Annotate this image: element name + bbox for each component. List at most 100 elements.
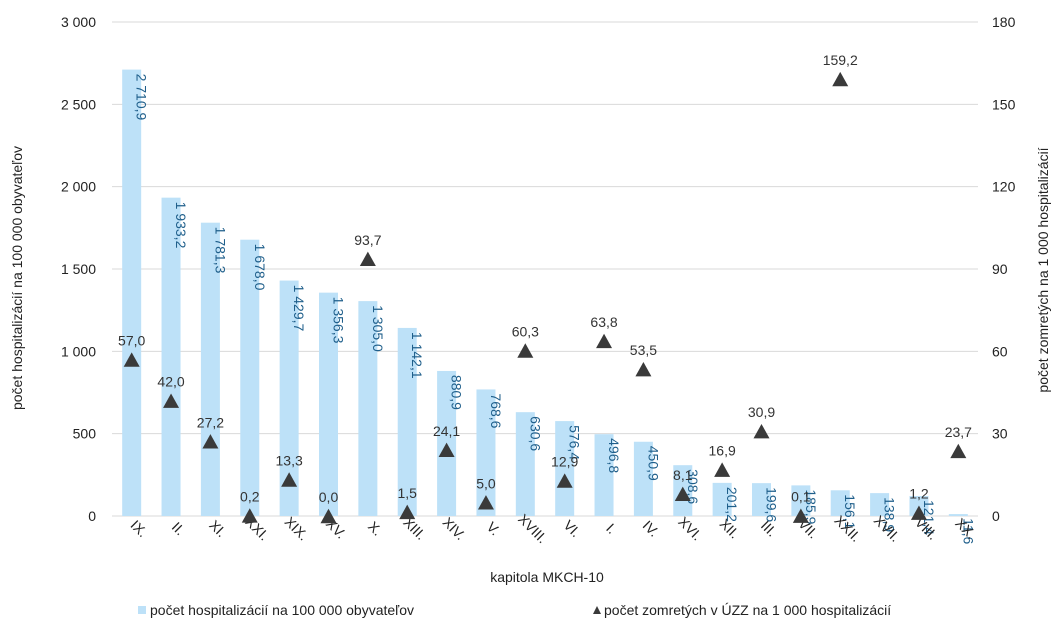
bar [240,239,260,516]
bar [319,292,338,516]
x-tick-label: VI. [561,517,584,540]
right-axis-ticks: 0 30 60 90 120 150 180 [992,14,1016,524]
legend-item-markers: počet zomretých v ÚZZ na 1 000 hospitali… [593,602,891,618]
marker-value-label: 42,0 [157,374,184,390]
marker-value-label: 0,1 [791,489,811,505]
marker-triangle [596,333,613,349]
y-tick-label: 2 000 [61,179,96,195]
marker-value-label: 60,3 [512,324,539,340]
x-tick-label: V. [484,519,504,539]
marker-triangle [674,486,691,501]
marker-series: 57,0 42,0 27,2 0,2 13,3 0,0 93,7 1,5 24,1 5,0 60,3… [118,52,972,524]
bar-value-label: 199,6 [764,487,780,522]
legend-label-bars: počet hospitalizácií na 100 000 obyvateľ… [150,602,415,618]
y-tick-label: 0 [88,508,96,524]
marker-triangle [320,508,337,524]
bar-value-label: 630,6 [527,416,543,451]
bar-value-label: 880,9 [449,375,465,410]
marker-value-label: 93,7 [354,232,381,248]
marker-value-label: 23,7 [945,424,972,440]
marker-triangle [359,251,376,267]
legend-label-markers: počet zomretých v ÚZZ na 1 000 hospitali… [604,602,892,618]
bar-value-label: 121,4 [921,500,937,535]
x-tick-label: XVII. [871,512,904,545]
bar-value-label: 1 781,3 [212,227,228,274]
bar-series: 2 710,9 1 933,2 1 781,3 1 678,0 1 429,7 1 356… [122,69,976,545]
marker-triangle [123,352,140,367]
bar [633,441,653,516]
legend-swatch-triangle [593,606,601,614]
marker-value-label: 24,1 [433,423,460,439]
bar-value-label: 1 356,3 [331,297,347,344]
bar [830,490,850,516]
bar-value-label: 768,6 [488,393,504,428]
marker-triangle [635,361,652,377]
marker-value-label: 13,3 [276,452,303,468]
marker-value-label: 8,1 [673,467,693,483]
y-tick-label: 500 [73,426,97,442]
marker-value-label: 0,2 [240,488,260,504]
bar [948,514,968,516]
marker-triangle [910,505,927,520]
x-tick-label: X. [365,518,386,539]
marker-triangle [241,508,258,523]
marker-triangle [950,443,967,459]
bar [515,412,535,516]
bar-value-label: 308,6 [685,469,701,504]
bar-value-label: 156,1 [842,494,858,529]
x-axis-label: kapitola MKCH-10 [490,569,604,585]
marker-triangle [399,504,416,520]
marker-triangle [281,472,298,487]
x-tick-label: IV. [640,517,663,540]
bar-value-label: 2 710,9 [134,74,150,121]
y2-tick-label: 0 [992,508,1000,524]
bar-value-label: 138,9 [882,497,898,532]
y2-tick-label: 120 [992,179,1016,195]
y-tick-label: 2 500 [61,96,96,112]
bar [358,301,378,516]
x-tick-label: IX. [128,517,151,540]
bar [594,434,614,516]
y-tick-label: 1 500 [61,261,96,277]
marker-triangle [714,462,731,477]
marker-value-label: 0,0 [319,489,339,505]
bar-value-label: 201,2 [724,487,740,522]
bar-value-label: 496,8 [606,438,622,473]
y2-tick-label: 30 [992,426,1008,442]
marker-value-label: 27,2 [197,414,224,430]
x-tick-label: XXII. [831,512,864,545]
bar-value-label: 1 429,7 [291,285,307,332]
marker-value-label: 16,9 [709,443,736,459]
bar [200,222,220,516]
y2-axis-label: počet zomretých na 1 000 hospitalizácií [1035,147,1051,392]
marker-value-label: 159,2 [823,52,858,68]
bar-value-label: 1 142,1 [409,332,425,379]
marker-triangle [477,495,494,510]
bar [397,327,417,516]
x-tick-label: XVI. [675,513,705,543]
combo-chart: 2 710,9 1 933,2 1 781,3 1 678,0 1 429,7 1 356… [9,14,1051,585]
bar-value-label: 450,9 [645,446,661,481]
bar [870,493,890,516]
left-axis-ticks: 0 500 1 000 1 500 2 000 2 500 3 000 [61,14,96,524]
bar-value-label: 1 305,0 [370,305,386,352]
x-tick-label: XIV. [440,514,469,543]
marker-triangle [753,423,770,439]
x-tick-label: I. [603,520,620,537]
bar-value-label: 1 933,2 [173,202,189,249]
bar [161,197,181,517]
marker-triangle [792,508,809,523]
marker-value-label: 5,0 [476,475,496,491]
y2-tick-label: 150 [992,96,1016,112]
marker-value-label: 1,5 [397,485,417,501]
marker-triangle [202,434,219,449]
bar [279,280,299,516]
bar [712,482,732,516]
marker-value-label: 12,9 [551,454,578,470]
marker-value-label: 57,0 [118,333,145,349]
marker-value-label: 30,9 [748,404,775,420]
marker-triangle [832,71,849,87]
y2-tick-label: 180 [992,14,1016,30]
y2-tick-label: 90 [992,261,1008,277]
marker-value-label: 53,5 [630,342,657,358]
